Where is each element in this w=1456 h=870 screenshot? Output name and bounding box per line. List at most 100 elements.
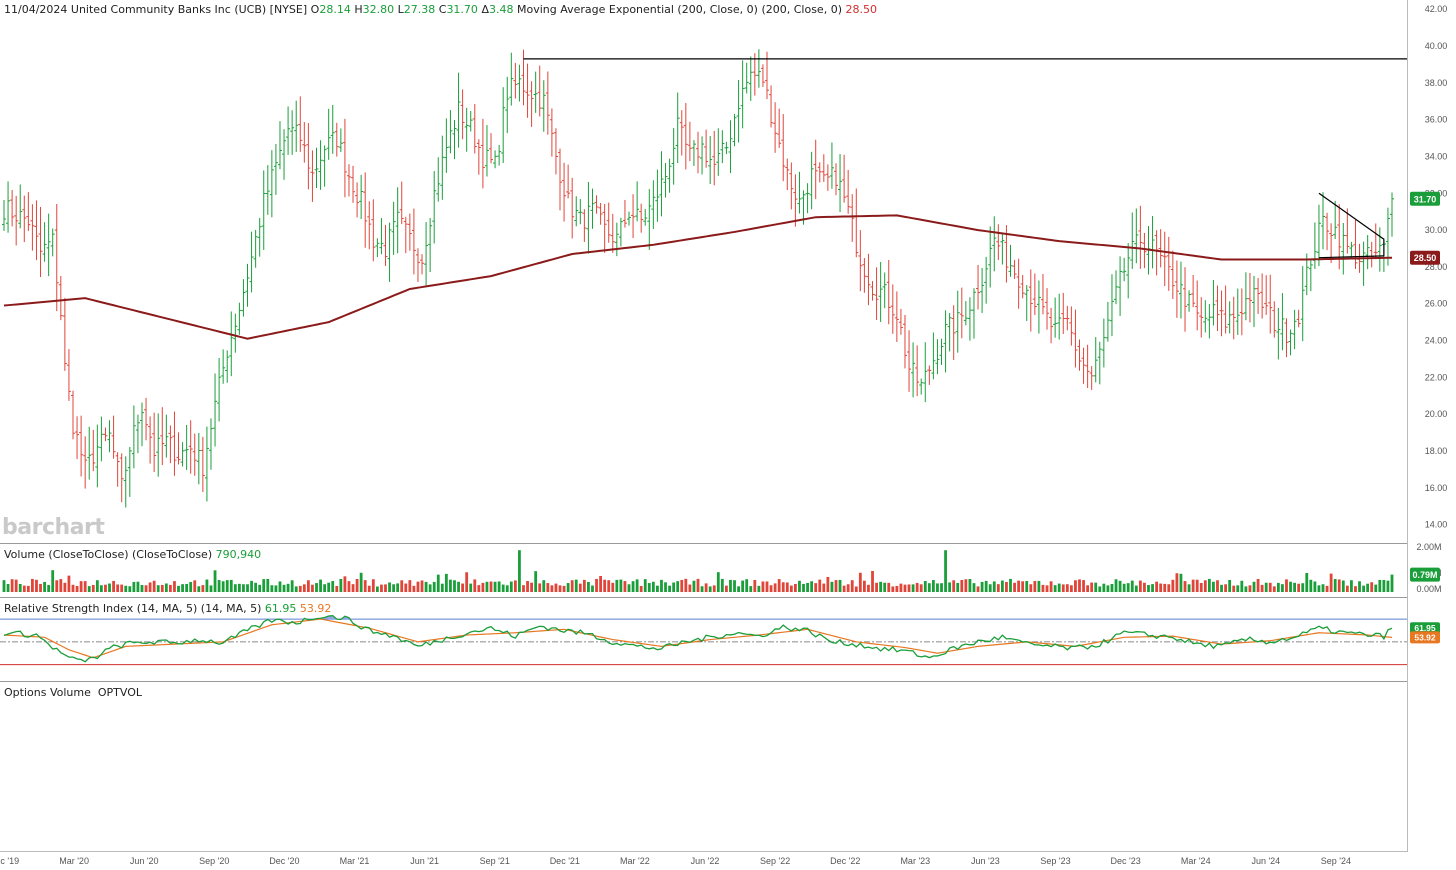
volume-bar-up — [542, 580, 546, 592]
volume-bar-up — [274, 585, 278, 592]
ohlc-bar-up — [980, 267, 985, 314]
ohlc-bar-down — [1329, 223, 1334, 264]
volume-bar-up — [927, 583, 931, 592]
volume-bar-down — [1370, 582, 1374, 592]
volume-bar-up — [972, 583, 976, 592]
ohlc-bar-up — [127, 446, 132, 497]
volume-bar-up — [1293, 582, 1296, 592]
volume-bar-up — [984, 580, 988, 592]
ohlc-bar-down — [168, 425, 173, 464]
volume-bar-up — [392, 584, 396, 592]
volume-bar-down — [595, 578, 598, 592]
ohlc-bar-up — [6, 181, 11, 233]
x-tick-label: Sep '21 — [480, 856, 510, 866]
volume-bar-up — [1341, 580, 1345, 592]
ohlc-bar-up — [647, 189, 652, 250]
ohlc-bar-down — [996, 224, 1001, 261]
volume-bar-down — [311, 584, 314, 592]
volume-bar-up — [436, 574, 440, 592]
rsi-value: 61.95 — [264, 602, 297, 615]
volume-bar-up — [745, 579, 749, 592]
volume-bar-up — [708, 586, 712, 592]
volume-bar-up — [615, 579, 619, 592]
ohlc-bar-up — [1321, 192, 1326, 250]
volume-bar-down — [753, 579, 757, 592]
volume-bar-down — [696, 578, 700, 592]
ohlc-bar-down — [1345, 208, 1350, 254]
ohlc-bar-down — [976, 264, 981, 310]
volume-bar-down — [335, 586, 339, 592]
ohlc-bar-down — [66, 349, 71, 401]
ohlc-bar-up — [691, 140, 696, 167]
ohlc-bar-up — [651, 180, 656, 230]
volume-bar-up — [1122, 583, 1126, 592]
volume-bar-down — [1268, 582, 1272, 592]
ohlc-bar-down — [631, 194, 636, 239]
rsi-badge: 61.95 — [1414, 623, 1436, 633]
volume-bar-up — [944, 550, 947, 592]
volume-bar-down — [351, 584, 355, 592]
volume-bar-down — [420, 580, 424, 592]
ohlc-bar-down — [302, 122, 307, 163]
volume-bar-up — [1252, 581, 1256, 592]
volume-bar-up — [1276, 582, 1280, 592]
ohlc-bar-down — [894, 291, 899, 342]
ohlc-bar-up — [809, 151, 814, 210]
ohlc-bar-down — [1089, 366, 1094, 390]
ohlc-bar-down — [200, 436, 205, 493]
high-value: 32.80 — [362, 3, 395, 16]
indicator-label: Moving Average Exponential (200, Close, … — [516, 3, 758, 16]
volume-bar-up — [1151, 584, 1154, 592]
volume-bar-up — [1000, 580, 1004, 592]
x-tick-label: Dec '23 — [1110, 856, 1140, 866]
ohlc-bar-up — [493, 150, 498, 169]
ohlc-bar-down — [622, 199, 627, 228]
ohlc-bar-down — [1073, 309, 1078, 368]
ohlc-bar-up — [253, 229, 258, 268]
ohlc-bar-down — [383, 224, 388, 266]
ohlc-bar-down — [1199, 297, 1204, 338]
volume-bar-down — [1061, 584, 1065, 592]
volume-bar-up — [798, 580, 801, 592]
ohlc-bar-up — [379, 218, 384, 255]
volume-bar-down — [794, 583, 797, 592]
volume-bar-up — [1264, 582, 1268, 592]
volume-bar-up — [911, 584, 915, 592]
volume-bar-up — [668, 585, 671, 592]
ohlc-bar-up — [265, 165, 270, 215]
volume-bar-up — [1025, 581, 1029, 592]
ohlc-bar-up — [2, 199, 6, 231]
ohlc-bar-down — [79, 415, 84, 477]
ohlc-bar-up — [1390, 192, 1394, 237]
ohlc-bar-down — [752, 53, 757, 96]
volume-bar-down — [891, 586, 895, 592]
ohlc-bar-up — [667, 158, 672, 193]
volume-bar-up — [737, 586, 740, 592]
volume-bar-up — [128, 586, 132, 592]
ohlc-bar-up — [46, 213, 51, 277]
ohlc-bar-up — [87, 426, 92, 480]
ohlc-bar-up — [269, 150, 274, 218]
ohlc-bar-up — [1122, 257, 1127, 282]
ohlc-bar-down — [513, 62, 518, 99]
volume-bar-down — [513, 580, 517, 592]
volume-bar-down — [915, 582, 919, 592]
volume-bar-up — [100, 585, 103, 592]
volume-bar-down — [1078, 579, 1081, 592]
ohlc-bar-down — [927, 365, 932, 385]
ohlc-bar-up — [1341, 223, 1346, 275]
ohlc-bar-up — [1300, 266, 1305, 342]
volume-bar-down — [152, 580, 156, 592]
volume-bar-up — [643, 579, 647, 592]
ohlc-bar-down — [58, 275, 63, 321]
volume-bar-down — [343, 576, 347, 592]
ohlc-bar-down — [1069, 306, 1074, 346]
ohlc-bar-down — [793, 174, 798, 227]
volume-bar-up — [209, 585, 213, 592]
ohlc-bar-up — [992, 216, 997, 272]
volume-bar-up — [1366, 583, 1370, 592]
volume-bar-down — [371, 579, 375, 592]
ohlc-bar-down — [842, 154, 847, 203]
volume-bar-down — [526, 581, 529, 592]
